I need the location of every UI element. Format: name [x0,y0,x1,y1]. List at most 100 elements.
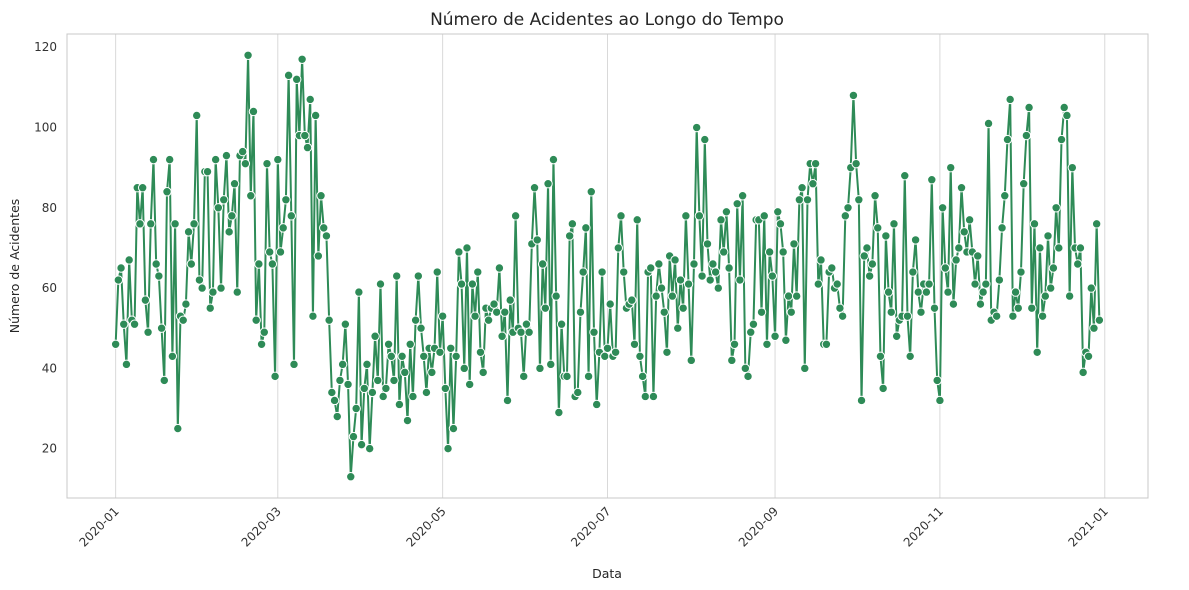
data-point [878,383,888,394]
data-point [810,158,821,169]
data-point [251,315,261,325]
data-point [567,219,578,229]
data-point [797,183,807,193]
data-point [448,423,459,434]
data-point [700,134,710,145]
data-point [467,279,478,289]
data-point [746,327,756,337]
data-point [1037,311,1048,321]
data-point [489,299,499,309]
data-point [1002,134,1013,145]
data-point [400,367,410,378]
data-point [300,130,310,141]
y-tick-label: 120 [34,40,57,54]
data-point [632,215,642,225]
data-point [419,351,429,362]
data-point [178,315,188,325]
data-point [232,287,242,297]
data-point [1078,367,1088,378]
data-point [292,74,302,85]
data-point [540,303,551,313]
data-point [683,279,694,289]
data-point [910,235,921,245]
data-point [335,375,345,386]
data-point [648,391,659,402]
data-point [883,287,894,297]
data-point [346,472,356,482]
data-point [646,263,656,273]
data-point [454,247,464,257]
data-point [286,211,297,221]
data-point [224,227,234,237]
data-point [497,331,507,341]
data-point [159,375,169,386]
data-point [808,179,818,189]
data-point [148,154,159,165]
data-point [1032,347,1042,357]
data-point [600,351,610,362]
data-point [551,291,561,301]
data-point [689,259,699,269]
data-point [789,239,799,249]
data-point [113,275,124,285]
data-point [862,243,872,253]
data-point [389,375,399,386]
data-point [164,154,175,165]
data-point [778,247,788,257]
data-point [1000,191,1010,201]
data-point [859,251,869,261]
data-point [151,259,161,269]
data-point [637,371,648,382]
data-point [1054,243,1064,253]
data-point [843,203,853,213]
y-tick-label: 20 [42,442,57,456]
data-point [802,195,813,205]
data-point [870,191,880,201]
data-point [589,327,599,337]
data-point [740,363,751,374]
data-point [813,279,823,289]
data-point [337,359,348,370]
data-point [702,239,713,249]
data-point [170,219,180,229]
data-point [370,331,380,341]
y-tick-label: 40 [42,361,57,375]
data-point [791,291,802,301]
data-point [927,175,937,185]
data-point [591,399,602,410]
data-point [256,339,267,349]
data-point [340,319,351,329]
data-point [216,283,226,293]
data-point [243,50,253,60]
data-point [951,255,961,265]
data-point [816,255,826,265]
data-point [262,158,272,169]
data-point [935,395,945,406]
data-point [121,359,132,370]
data-point [459,363,469,374]
data-point [1056,134,1067,145]
data-point [851,158,861,169]
data-point [519,371,529,382]
data-point [821,339,832,349]
data-point [227,211,237,221]
data-point [670,255,680,265]
data-point [310,110,321,121]
data-point [264,247,275,257]
data-point [327,387,337,398]
data-point [710,267,721,277]
data-point [394,399,405,410]
data-point [221,150,232,161]
data-point [183,227,194,237]
data-point [375,279,386,289]
data-point [997,223,1007,233]
data-point [1048,263,1059,273]
grid-lines [115,34,1106,498]
data-point [729,339,740,349]
data-point [543,179,553,189]
data-point [219,195,229,205]
data-point [786,307,796,317]
data-point [283,70,294,81]
data-point [1062,110,1072,121]
